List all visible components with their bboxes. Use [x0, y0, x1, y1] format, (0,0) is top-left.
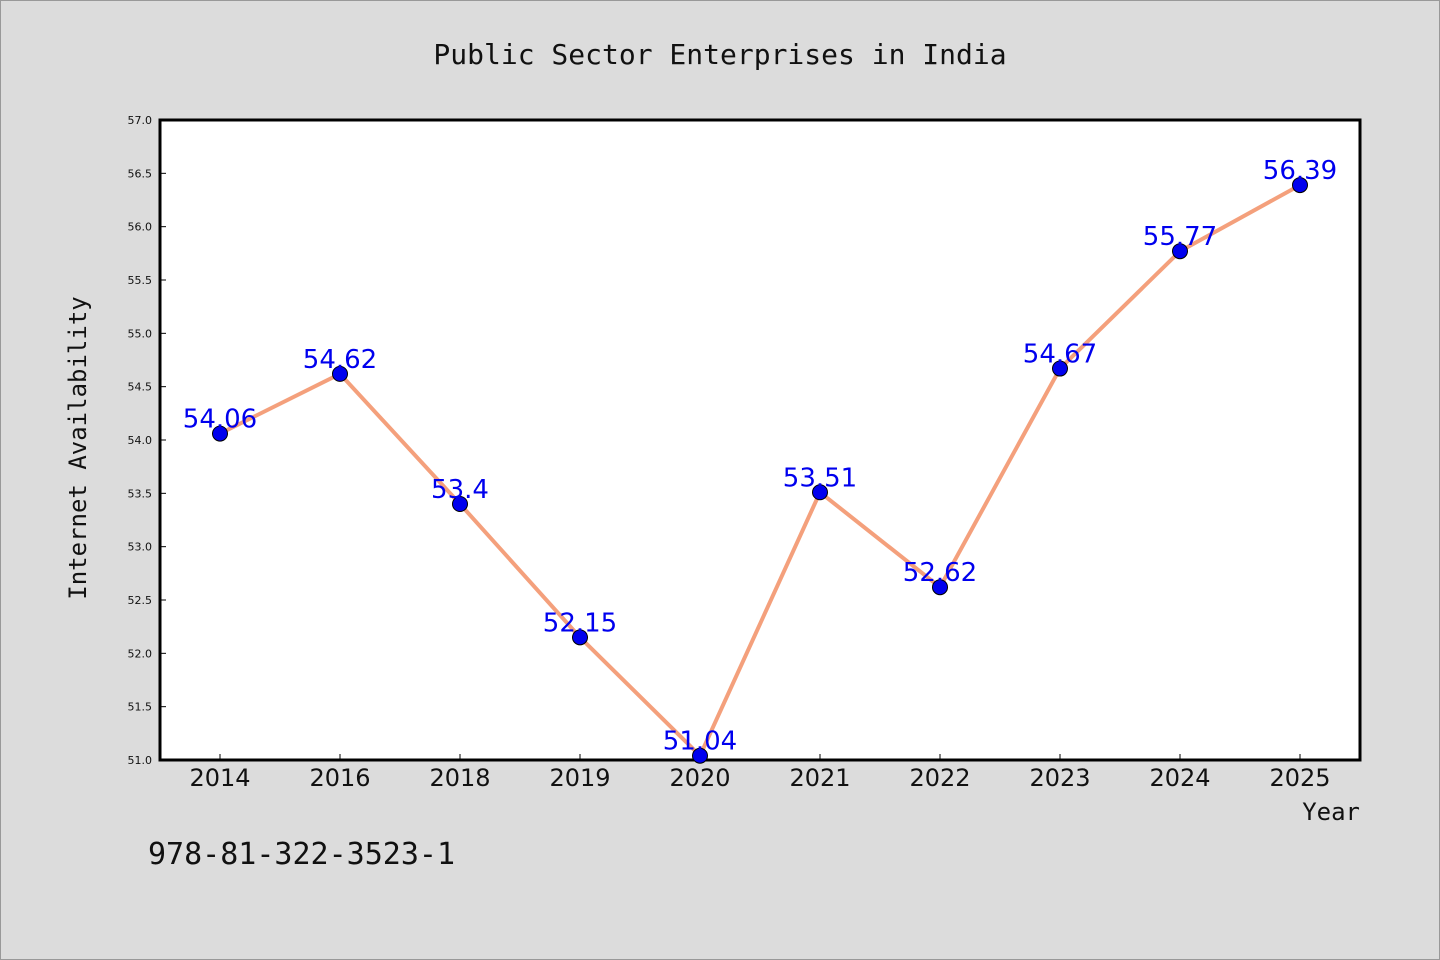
y-tick-label: 51.5 [128, 701, 153, 714]
x-tick-label: 2021 [789, 764, 850, 792]
data-label: 54.06 [183, 405, 257, 435]
y-tick-label: 54.0 [128, 434, 153, 447]
chart-title: Public Sector Enterprises in India [433, 38, 1006, 71]
data-point [572, 629, 588, 646]
data-point [932, 579, 948, 596]
data-label: 54.67 [1023, 340, 1097, 370]
data-point [212, 425, 228, 442]
data-point [452, 496, 468, 512]
data-label: 53.51 [783, 463, 857, 493]
data-label: 56.39 [1263, 156, 1337, 186]
y-tick-label: 57.0 [128, 114, 153, 127]
x-tick-label: 2020 [669, 764, 730, 792]
x-axis-label: Year [1302, 798, 1360, 826]
x-axis: 2014 2016 2018 2019 2020 2021 2022 2023 2024 2025 [189, 754, 1331, 792]
plot-area [158, 118, 1362, 762]
y-tick-label: 56.5 [128, 167, 153, 180]
data-label: 55.77 [1143, 222, 1217, 252]
y-tick-label: 56.0 [128, 221, 153, 234]
data-point [692, 747, 708, 764]
x-tick-label: 2023 [1029, 764, 1090, 792]
y-tick-label: 51.0 [128, 754, 153, 767]
y-tick-label: 52.0 [128, 647, 153, 660]
data-labels: 54.06 54.62 53.4 52.15 51.04 53.51 52.62 54.67 5… [183, 156, 1337, 757]
series-layer [212, 177, 1308, 764]
data-point [332, 365, 348, 382]
x-tick-label: 2019 [549, 764, 610, 792]
data-label: 52.62 [903, 558, 977, 588]
x-tick-label: 2018 [429, 764, 490, 792]
y-axis: 51.0 51.5 52.0 52.5 53.0 53.5 54.0 54.5 55.0 55.5… [128, 114, 166, 767]
data-point [1172, 243, 1188, 260]
y-axis-label: Internet Availability [64, 296, 92, 599]
x-tick-label: 2014 [189, 764, 250, 792]
y-tick-label: 53.0 [128, 541, 153, 554]
data-point [1292, 177, 1308, 194]
data-label: 53.4 [431, 475, 489, 505]
isbn-text: 978-81-322-3523-1 [148, 837, 455, 872]
y-tick-label: 55.5 [128, 274, 153, 287]
x-tick-label: 2025 [1269, 764, 1330, 792]
series-line [219, 183, 1301, 758]
x-tick-label: 2024 [1149, 764, 1210, 792]
x-tick-label: 2016 [309, 764, 370, 792]
y-tick-label: 55.0 [128, 327, 153, 340]
data-point [812, 484, 828, 501]
y-tick-label: 52.5 [128, 594, 153, 607]
data-label: 54.62 [303, 345, 377, 375]
data-label: 52.15 [543, 608, 617, 638]
x-tick-label: 2022 [909, 764, 970, 792]
y-tick-label: 53.5 [128, 487, 153, 500]
y-tick-label: 54.5 [128, 381, 153, 394]
data-label: 51.04 [663, 727, 737, 757]
data-point [1052, 360, 1068, 377]
